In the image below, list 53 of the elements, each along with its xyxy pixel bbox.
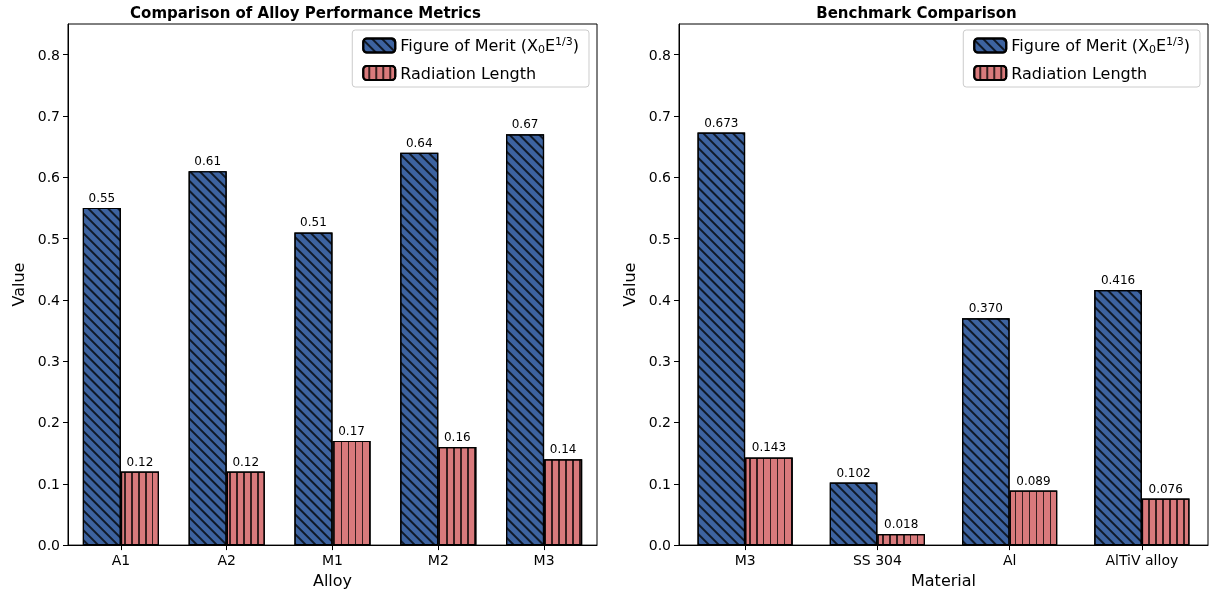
x-tick-label: M2: [427, 552, 449, 569]
data-label: 0.16: [443, 430, 471, 445]
x-tick-label: M3: [734, 552, 756, 569]
legend-label: Radiation Length: [400, 63, 537, 83]
legend-label: Radiation Length: [1011, 63, 1148, 83]
data-label: 0.12: [126, 454, 154, 469]
y-tick-label: 0.1: [648, 475, 671, 492]
data-label: 0.67: [511, 117, 539, 132]
data-label: 0.61: [194, 154, 222, 169]
y-tick-label: 0.5: [37, 230, 60, 247]
data-label: 0.143: [751, 440, 787, 455]
y-tick-label: 0.5: [648, 230, 671, 247]
y-tick-label: 0.0: [37, 537, 60, 554]
y-tick-label: 0.0: [648, 537, 671, 554]
y-tick-label: 0.2: [648, 414, 671, 431]
y-tick-label: 0.8: [37, 46, 60, 63]
data-label: 0.673: [704, 115, 739, 130]
x-tick-label: M3: [533, 552, 555, 569]
x-tick-label: AlTiV alloy: [1105, 552, 1179, 569]
data-label: 0.17: [338, 423, 365, 438]
data-label: 0.55: [88, 190, 116, 205]
data-label: 0.12: [232, 454, 260, 469]
x-tick-label: A1: [111, 552, 131, 569]
y-axis-title: Value: [8, 262, 28, 307]
y-tick-label: 0.7: [648, 107, 671, 124]
data-label: 0.14: [549, 442, 577, 457]
x-tick-label: Al: [1002, 552, 1017, 569]
data-label: 0.102: [836, 465, 871, 480]
chart-title: Comparison of Alloy Performance Metrics: [130, 3, 481, 22]
data-label: 0.089: [1016, 473, 1051, 488]
y-tick-label: 0.8: [648, 46, 671, 63]
x-axis-title: Alloy: [312, 570, 353, 590]
x-tick-label: SS 304: [852, 552, 902, 569]
y-tick-label: 0.7: [37, 107, 60, 124]
data-label: 0.64: [405, 135, 433, 150]
data-label: 0.018: [884, 517, 919, 532]
y-tick-label: 0.3: [648, 353, 671, 370]
data-label: 0.076: [1148, 481, 1183, 496]
data-label: 0.416: [1100, 273, 1136, 288]
x-tick-label: M1: [322, 552, 343, 569]
y-tick-label: 0.2: [37, 414, 60, 431]
x-axis-title: Material: [911, 570, 976, 590]
y-tick-label: 0.1: [37, 475, 60, 492]
data-label: 0.51: [300, 215, 327, 230]
data-label: 0.370: [968, 301, 1003, 316]
y-tick-label: 0.6: [37, 169, 61, 186]
y-axis-title: Value: [619, 262, 639, 307]
chart-title: Benchmark Comparison: [816, 3, 1017, 22]
y-tick-label: 0.3: [37, 353, 60, 370]
x-tick-label: A2: [217, 552, 236, 569]
y-tick-label: 0.6: [648, 169, 672, 186]
y-tick-label: 0.4: [648, 291, 672, 308]
y-tick-label: 0.4: [37, 291, 61, 308]
